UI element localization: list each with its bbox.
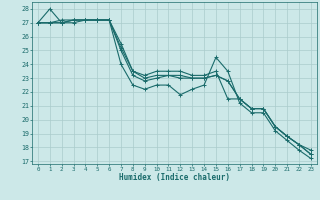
X-axis label: Humidex (Indice chaleur): Humidex (Indice chaleur) (119, 173, 230, 182)
